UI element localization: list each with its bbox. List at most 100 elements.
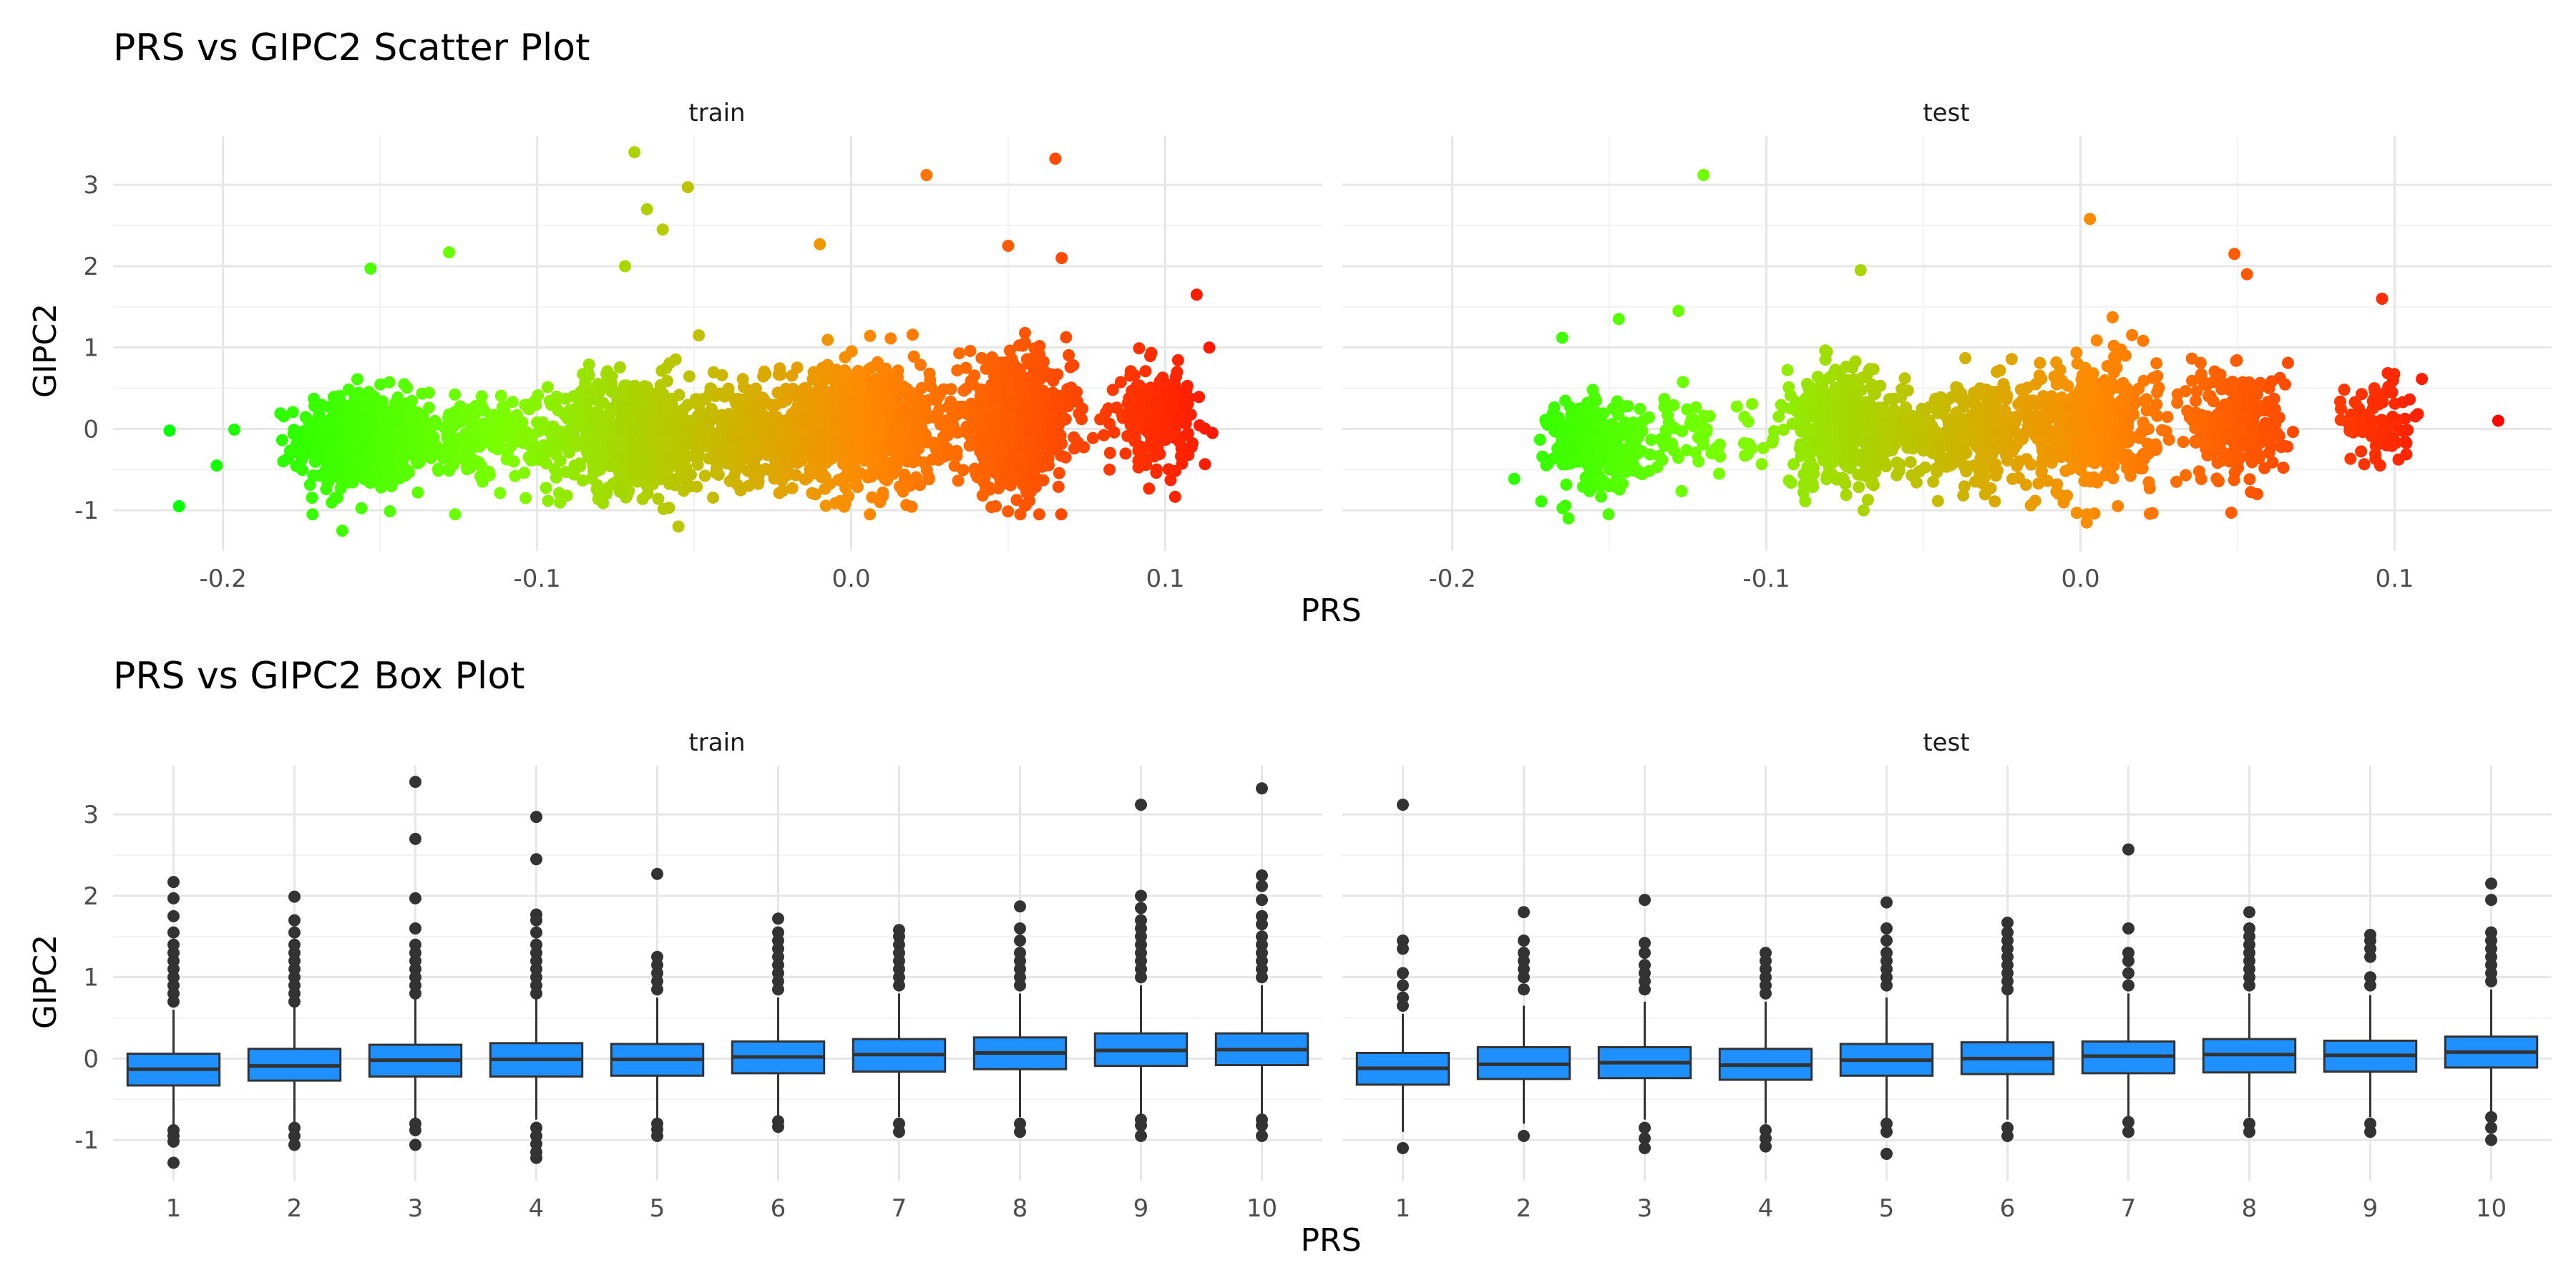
scatter-point	[1898, 372, 1911, 385]
scatter-point	[1627, 423, 1640, 436]
scatter-point	[1904, 456, 1917, 469]
scatter-point	[1190, 288, 1203, 301]
scatter-point	[678, 433, 691, 446]
scatter-point	[1508, 472, 1521, 485]
scatter-point	[442, 411, 455, 424]
scatter-point	[1020, 353, 1033, 366]
scatter-point	[807, 466, 820, 479]
scatter-point	[932, 454, 945, 467]
scatter-point	[742, 384, 755, 396]
scatter-point	[874, 466, 887, 479]
scatter-point	[1979, 488, 1991, 501]
scatter-point	[2142, 423, 2155, 435]
scatter-x-tick-label: 0.0	[832, 565, 871, 593]
scatter-point	[2011, 438, 2024, 451]
scatter-point	[808, 371, 821, 384]
scatter-point	[580, 439, 592, 452]
scatter-point	[346, 476, 359, 489]
scatter-x-tick-label: -0.2	[199, 565, 246, 593]
scatter-point	[1119, 447, 1132, 460]
scatter-point	[587, 457, 600, 470]
scatter-point	[1802, 379, 1815, 392]
scatter-point	[912, 434, 924, 447]
scatter-point	[841, 453, 854, 466]
scatter-point	[443, 246, 456, 259]
scatter-point	[532, 425, 545, 438]
scatter-point	[836, 475, 849, 488]
scatter-point	[707, 366, 720, 379]
scatter-point	[1106, 384, 1119, 396]
scatter-strip-train: train	[688, 99, 745, 127]
scatter-point	[899, 472, 912, 484]
scatter-point	[839, 415, 852, 427]
scatter-point	[2035, 429, 2048, 442]
scatter-point	[481, 419, 494, 432]
scatter-point	[981, 462, 994, 475]
scatter-point	[1772, 410, 1785, 423]
scatter-point	[477, 475, 489, 488]
scatter-point	[1139, 365, 1152, 378]
scatter-point	[964, 345, 977, 357]
scatter-point	[1797, 486, 1810, 499]
scatter-point	[800, 382, 813, 395]
scatter-point	[758, 424, 770, 436]
scatter-point	[1782, 381, 1795, 394]
scatter-point	[373, 449, 386, 461]
scatter-point	[1981, 434, 1994, 446]
scatter-point	[1890, 469, 1903, 482]
scatter-point	[2112, 499, 2124, 512]
scatter-point	[567, 390, 580, 403]
scatter-point	[1960, 447, 1973, 459]
scatter-point	[389, 436, 402, 449]
scatter-point	[1634, 402, 1646, 415]
scatter-point	[738, 434, 751, 446]
scatter-point	[638, 433, 650, 445]
scatter-point	[172, 500, 185, 512]
scatter-point	[668, 426, 681, 439]
scatter-point	[361, 472, 374, 485]
scatter-point	[2084, 436, 2097, 449]
scatter-point	[667, 446, 680, 459]
scatter-point	[1767, 433, 1780, 446]
scatter-point	[2034, 356, 2046, 369]
scatter-point	[1533, 434, 1546, 446]
scatter-point	[953, 347, 966, 360]
scatter-point	[1890, 457, 1903, 469]
scatter-point	[1159, 379, 1172, 391]
scatter-point	[326, 496, 338, 509]
scatter-point	[1581, 449, 1594, 462]
scatter-point	[873, 409, 885, 422]
scatter-point	[1049, 152, 1062, 165]
scatter-point	[999, 361, 1012, 374]
scatter-point	[689, 393, 702, 406]
scatter-point	[1006, 397, 1019, 410]
scatter-point	[698, 469, 711, 482]
scatter-point	[1175, 409, 1187, 421]
scatter-point	[992, 434, 1005, 447]
scatter-point	[620, 489, 633, 502]
scatter-point	[619, 260, 631, 273]
scatter-point	[1656, 454, 1669, 467]
scatter-point	[1839, 477, 1852, 490]
scatter-point	[597, 419, 610, 431]
scatter-point	[1601, 419, 1614, 432]
scatter-point	[636, 492, 649, 505]
scatter-point	[334, 462, 347, 474]
scatter-point	[1855, 468, 1868, 481]
scatter-point	[971, 471, 984, 484]
scatter-point	[811, 428, 824, 441]
scatter-point	[306, 508, 319, 521]
scatter-point	[749, 443, 761, 456]
scatter-point	[1831, 439, 1844, 452]
scatter-point	[1755, 458, 1768, 471]
scatter-point	[937, 383, 950, 396]
scatter-point	[385, 480, 398, 492]
scatter-point	[2147, 371, 2160, 384]
scatter-point	[726, 432, 738, 444]
scatter-point	[532, 442, 545, 455]
scatter-point	[923, 367, 936, 380]
scatter-point	[482, 465, 495, 478]
scatter-point	[1049, 401, 1062, 414]
scatter-point	[1842, 419, 1855, 432]
